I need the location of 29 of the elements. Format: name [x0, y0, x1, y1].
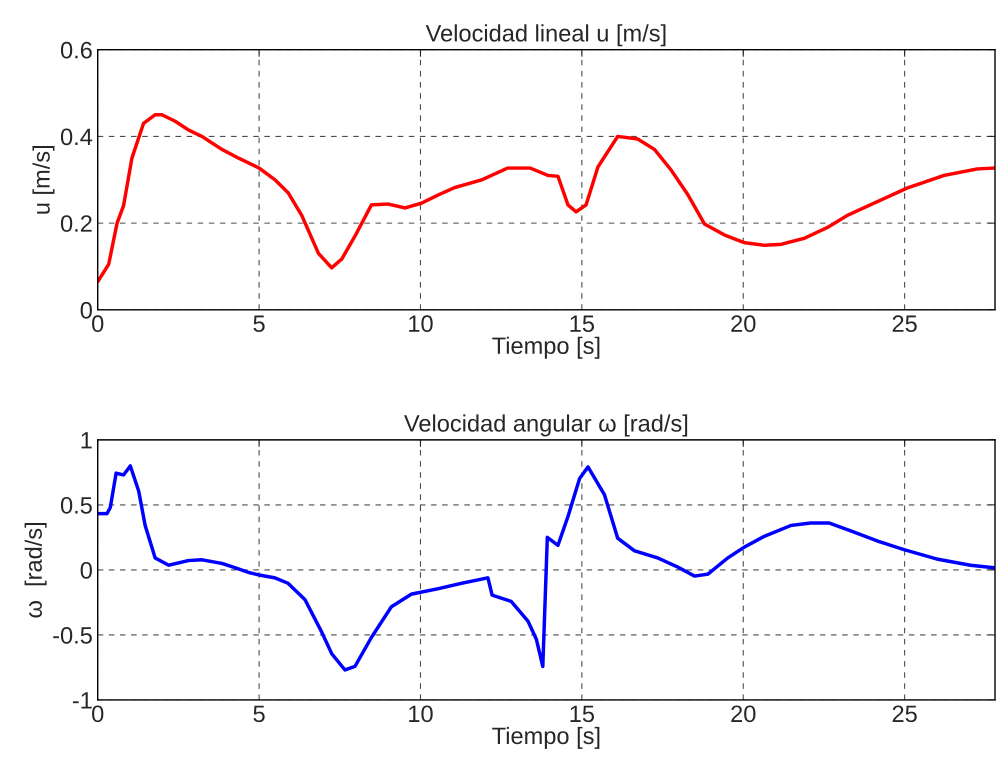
- y-tick-label: 0: [80, 562, 92, 579]
- chart-title: Velocidad lineal u [m/s]: [426, 24, 666, 46]
- y-tick-label: 0: [80, 302, 92, 319]
- y-tick-label: -1: [72, 692, 92, 709]
- x-axis-title: Tiempo [s]: [492, 336, 600, 359]
- x-tick-label: 10: [409, 705, 433, 722]
- y-tick-label: 0.4: [60, 128, 92, 146]
- x-axis-title: Tiempo [s]: [492, 726, 600, 749]
- x-tick-label: 25: [892, 315, 917, 332]
- x-tick-label: 5: [253, 316, 265, 332]
- y-axis-title: u [m/s]: [32, 146, 54, 214]
- x-tick-label: 10: [409, 315, 433, 332]
- y-tick-label: -0.5: [53, 627, 92, 644]
- y-tick-label: 0.5: [60, 496, 92, 514]
- y-axis-title: ω [rad/s]: [24, 523, 47, 618]
- chart-title: Velocidad angular ω [rad/s]: [404, 414, 688, 436]
- y-tick-label: 1: [82, 432, 92, 448]
- x-tick-label: 15: [570, 706, 594, 722]
- x-tick-label: 20: [731, 315, 756, 332]
- y-tick-label: 0.6: [60, 42, 92, 59]
- x-tick-label: 15: [570, 316, 594, 332]
- line-series: [98, 464, 996, 672]
- x-tick-label: 20: [731, 705, 756, 722]
- x-tick-label: 0: [92, 315, 104, 332]
- y-tick-label: 0.2: [60, 215, 92, 232]
- x-tick-label: 5: [253, 706, 265, 722]
- x-tick-label: 0: [92, 705, 104, 722]
- line-series: [98, 113, 996, 284]
- x-tick-label: 25: [892, 705, 917, 722]
